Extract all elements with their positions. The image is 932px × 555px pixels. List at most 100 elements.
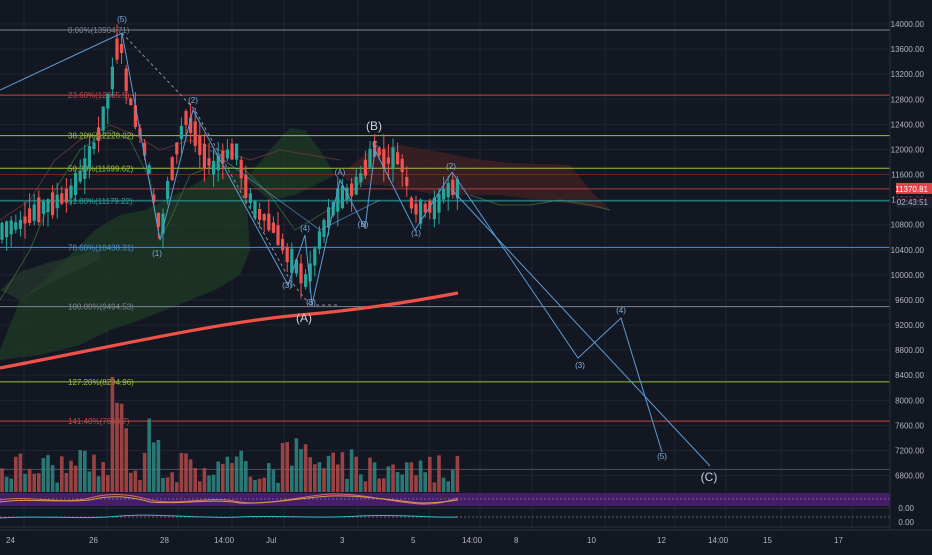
projection-impulse: [451, 171, 663, 453]
candle-body: [363, 159, 367, 176]
price-axis: 14000.00 13600.00 13200.00 12800.00 12400.00…: [889, 0, 932, 550]
candle-body: [18, 219, 22, 229]
fib-label-4: 61.80%(11179.22): [68, 197, 133, 206]
cloud-edge: [469, 194, 611, 211]
price-tick-5: 12000.00: [891, 145, 925, 154]
oscillator-pane: [0, 493, 890, 528]
volume-bar: [331, 452, 335, 492]
time-tick-7: 14:00: [462, 536, 483, 545]
cloud-bull: [0, 170, 250, 360]
candle-body: [175, 142, 179, 155]
candle-body: [253, 201, 257, 219]
time-tick-11: 14:00: [708, 536, 729, 545]
volume-bar: [87, 471, 92, 492]
volume-bar: [138, 480, 142, 492]
volume-bar: [267, 463, 271, 492]
candle-body: [106, 94, 110, 109]
candle-body: [9, 220, 13, 235]
candle-body: [97, 127, 101, 141]
volume-bar: [27, 468, 32, 492]
volume-bar: [106, 475, 110, 492]
price-tick-9: 10400.00: [891, 246, 925, 255]
candle-body: [377, 147, 381, 156]
volume-bar: [211, 474, 216, 492]
volume-bar: [349, 449, 354, 492]
volume-bar: [377, 478, 381, 492]
wave-label-16: (C): [701, 470, 718, 484]
volume-bar: [175, 482, 179, 492]
volume-bar: [313, 464, 317, 492]
candle-body: [235, 143, 239, 160]
candle-body: [451, 179, 455, 196]
volume-bar: [124, 428, 128, 492]
volume-bar: [193, 467, 197, 492]
volume-bar: [409, 462, 414, 492]
projection-channel: [451, 189, 711, 467]
candle-body: [267, 213, 271, 231]
volume-bar: [23, 473, 27, 492]
volume-bar: [418, 460, 423, 492]
candle-body: [396, 152, 400, 165]
cloud-span-b: [0, 124, 341, 221]
candle-body: [262, 214, 266, 221]
volume-bar: [37, 473, 41, 492]
volume-bar: [129, 472, 133, 492]
candle-body: [221, 150, 225, 164]
volume-bar: [354, 456, 358, 492]
candle-body: [304, 274, 308, 287]
volume-bar: [170, 472, 174, 492]
candle-body: [281, 239, 285, 251]
candle-body: [373, 141, 377, 157]
volume-bar: [216, 461, 220, 492]
volume-bar: [317, 462, 322, 492]
countdown-tag: [896, 196, 932, 208]
price-tick-0: 14000.00: [891, 20, 925, 29]
fib-label-1: 23.60%(12865.5): [68, 91, 130, 100]
price-tick-2: 13200.00: [891, 70, 925, 79]
volume-bar: [92, 454, 96, 492]
volume-bar: [55, 482, 59, 492]
volume-bar: [285, 441, 289, 492]
sub-wave: [209, 149, 381, 231]
cloud-bull-2: [245, 128, 335, 200]
candle-body: [230, 143, 234, 160]
volume-bar: [50, 465, 55, 492]
volume-bar: [336, 464, 340, 492]
candle-body: [391, 147, 395, 168]
wave-label-15: (5): [657, 452, 667, 461]
fib-label-8: 141.40%(7668.7): [68, 417, 130, 426]
volume-bar: [101, 462, 105, 492]
candle-body: [133, 105, 137, 128]
volume-bar: [234, 456, 239, 492]
volume-bar: [207, 475, 211, 492]
candle-body: [60, 193, 64, 204]
candle-body: [354, 176, 358, 195]
candle-body: [271, 222, 275, 233]
volume-bar: [110, 376, 115, 492]
fib-label-6: 100.00%(9494.53): [68, 303, 134, 312]
candle-body: [419, 199, 423, 224]
candle-body: [78, 171, 82, 182]
volume-bar: [115, 402, 119, 492]
candle-body: [225, 149, 229, 159]
time-tick-5: 3: [340, 536, 345, 545]
volume-bar: [244, 461, 248, 492]
volume-bar: [363, 481, 368, 492]
last-price-tag: [896, 182, 932, 194]
price-tick-4: 12400.00: [891, 120, 925, 129]
volume-bar: [156, 439, 161, 492]
candle-body: [32, 204, 36, 221]
candle-body: [83, 158, 87, 179]
candle-body: [143, 142, 147, 156]
candle-body: [248, 193, 252, 203]
wave-label-11: (1): [411, 229, 421, 238]
wave-count-line: [121, 32, 453, 306]
candle-body: [28, 208, 32, 223]
stoch-k: [0, 493, 459, 505]
candle-body: [336, 188, 340, 212]
volume-bar: [230, 463, 234, 492]
volume-bar: [64, 472, 69, 492]
wave-label-10: (B): [358, 220, 369, 229]
